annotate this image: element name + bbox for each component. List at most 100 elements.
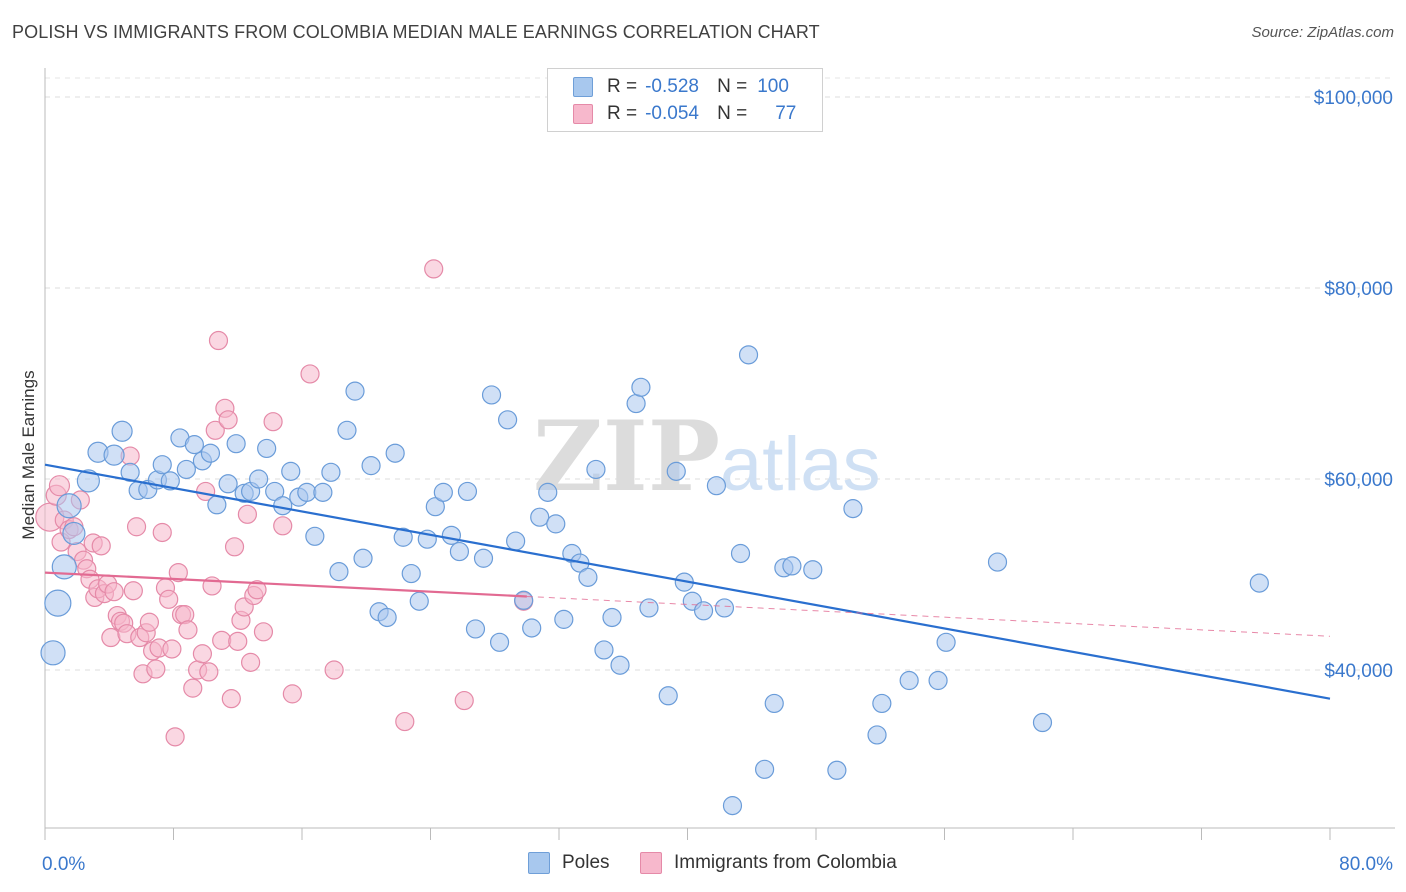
colombia-point [221, 689, 241, 709]
poles-point [377, 607, 397, 628]
legend-swatch-colombia [573, 104, 593, 124]
poles-point [473, 548, 494, 568]
poles-point [1249, 573, 1269, 593]
chart-source: Source: ZipAtlas.com [1251, 24, 1394, 41]
poles-point [425, 497, 445, 517]
colombia-point [101, 627, 121, 648]
poles-point [361, 456, 381, 476]
poles-point [120, 462, 140, 482]
legend-n-value: 100 [757, 76, 789, 97]
colombia-point [104, 582, 124, 602]
poles-point [506, 531, 526, 551]
colombia-point [146, 659, 166, 679]
poles-point [481, 385, 502, 405]
poles-point [76, 469, 100, 493]
poles-point [313, 482, 333, 502]
poles-point [345, 381, 365, 401]
axes [44, 68, 1395, 840]
poles-point [928, 670, 948, 691]
watermark-zip: ZIP [533, 400, 720, 513]
poles-point [754, 759, 775, 779]
poles-point [257, 438, 277, 459]
colombia-point [199, 662, 219, 682]
colombia-point [192, 644, 213, 664]
poles-point [602, 607, 622, 628]
poles-point [56, 493, 82, 519]
poles-point [594, 640, 614, 660]
legend-r-value: -0.528 [645, 76, 699, 97]
poles-point [44, 589, 72, 617]
poles-point [546, 514, 566, 534]
poles-point [843, 499, 863, 519]
legend-row-colombia: R = -0.054 N = 77 [548, 100, 796, 128]
poles-point [803, 560, 823, 580]
colombia-point [91, 536, 111, 556]
legend-row-poles: R = -0.528 N = 100 [548, 73, 789, 101]
poles-point [111, 420, 133, 442]
colombia-point [183, 678, 203, 698]
colombia-point [263, 412, 283, 432]
poles-point [457, 481, 478, 502]
colombia-point [208, 330, 229, 351]
legend-r-label: R = [607, 76, 638, 97]
colombia-point [152, 522, 172, 543]
poles-point [176, 459, 196, 480]
poles-point [385, 443, 405, 463]
colombia-point [300, 364, 320, 384]
colombia-point [282, 684, 302, 704]
colombia-point [224, 537, 245, 557]
colombia-point [218, 410, 238, 430]
poles-point [218, 474, 238, 494]
poles-point [321, 462, 341, 482]
poles-point [305, 526, 325, 546]
colombia-point [273, 516, 293, 536]
grid-lines [45, 77, 1395, 671]
poles-point [401, 563, 421, 584]
poles-point [51, 554, 77, 580]
legend-r-value: -0.054 [645, 103, 699, 124]
poles-point [449, 541, 470, 562]
poles-point [393, 527, 413, 547]
colombia-point [123, 581, 143, 601]
poles-point [782, 556, 802, 576]
poles-point [626, 393, 646, 414]
colombia-point [159, 589, 179, 609]
poles-point [867, 725, 887, 745]
poles-point [207, 495, 227, 515]
poles-point [578, 567, 598, 587]
poles-point [281, 461, 301, 481]
poles-point [610, 655, 630, 675]
stats-legend: R = -0.528 N = 100 R = -0.054 N = 77 [547, 68, 823, 132]
poles-point [184, 435, 204, 455]
poles-point [827, 760, 847, 780]
poles-point [297, 482, 317, 502]
y-axis-label: Median Male Earnings [19, 370, 38, 539]
y-tick-label: $40,000 [1324, 661, 1393, 682]
colombia-point [241, 652, 261, 672]
poles-point [538, 482, 558, 502]
poles-point [465, 619, 486, 639]
poles-point [899, 670, 919, 691]
bottom-legend-colombia: Immigrants from Colombia [640, 852, 897, 874]
poles-point [936, 632, 956, 652]
colombia-point [253, 622, 274, 642]
poles-point [103, 444, 125, 466]
colombia-point [324, 660, 344, 680]
bottom-legend-label-poles: Poles [562, 852, 610, 873]
chart-title: POLISH VS IMMIGRANTS FROM COLOMBIA MEDIA… [12, 22, 820, 42]
poles-point [714, 598, 735, 618]
poles-point [152, 455, 172, 475]
legend-n-label: N = [717, 76, 748, 97]
poles-point [200, 443, 221, 463]
bottom-legend-label-colombia: Immigrants from Colombia [674, 852, 897, 873]
legend-swatch-poles [573, 77, 593, 97]
colombia-point [395, 711, 415, 732]
colombia-point [48, 475, 71, 497]
poles-point [693, 601, 714, 621]
bottom-legend-swatch-poles [528, 852, 550, 874]
poles-point [329, 562, 349, 582]
trend-lines [44, 463, 1331, 700]
poles-point [706, 476, 727, 496]
x-tick-max: 80.0% [1339, 854, 1393, 875]
